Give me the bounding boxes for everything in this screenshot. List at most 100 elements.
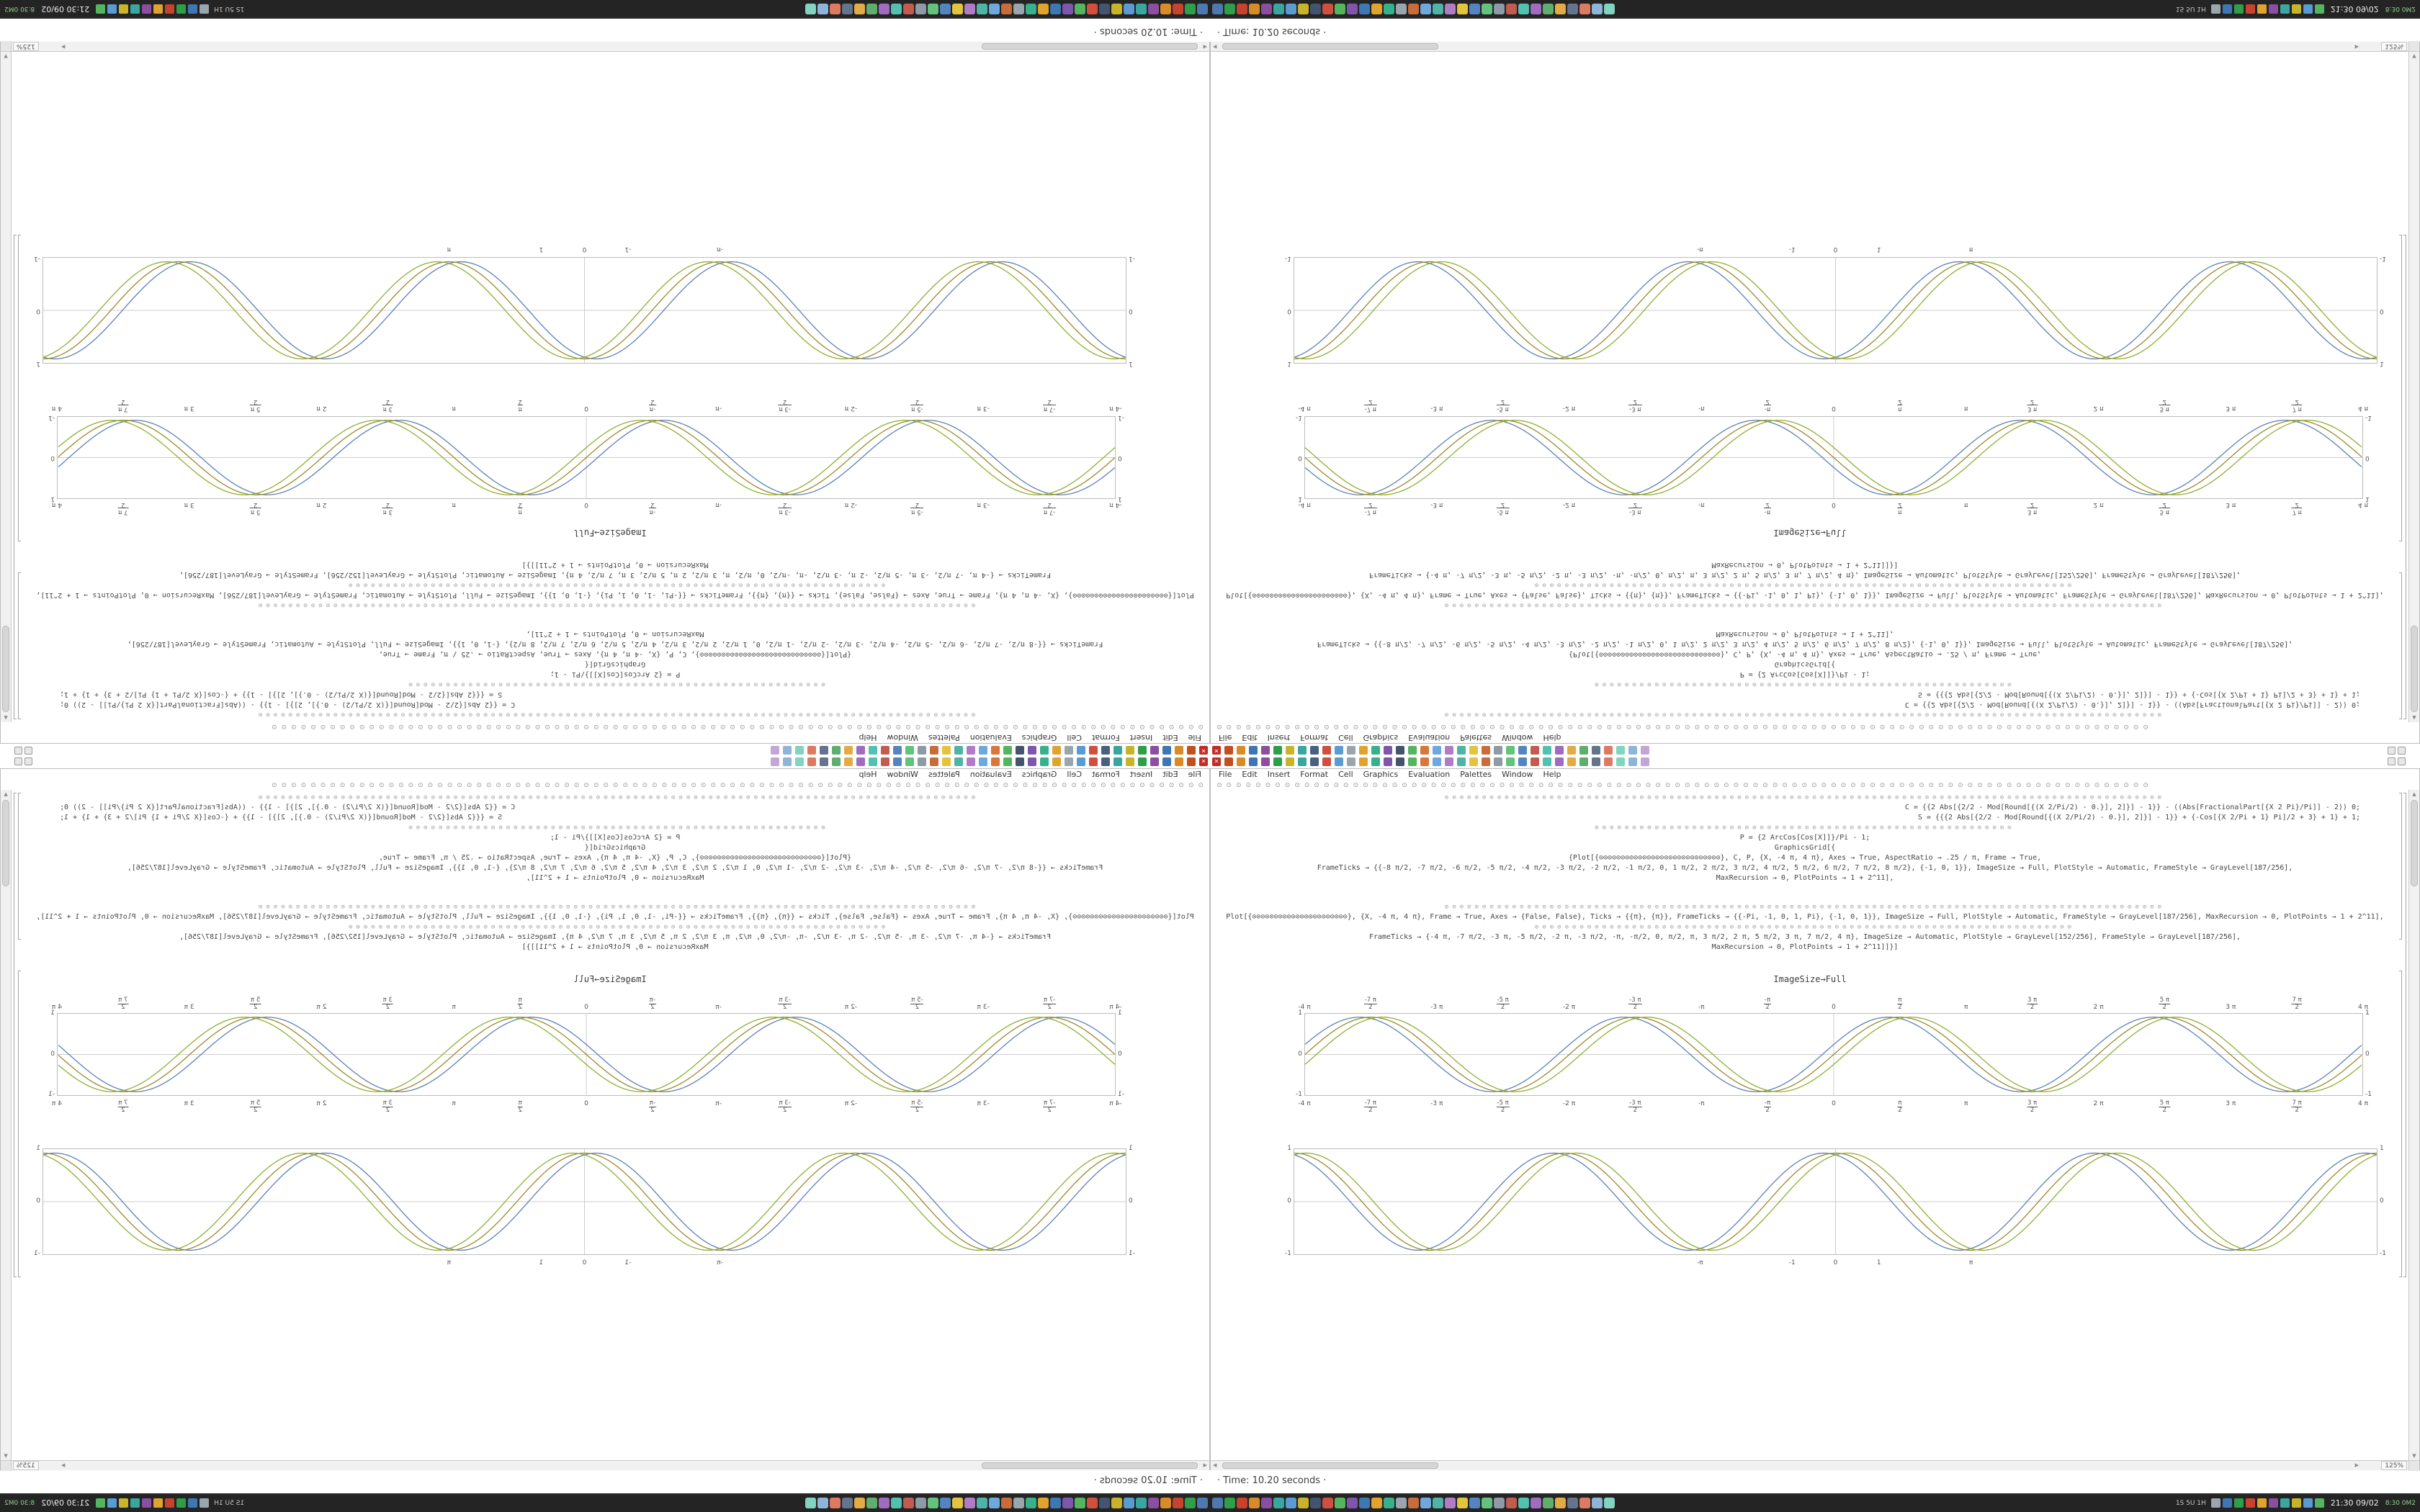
menu-item-help[interactable]: Help xyxy=(1543,770,1561,779)
menu-item-graphics[interactable]: Graphics xyxy=(1021,770,1057,779)
taskbar-app-icon[interactable] xyxy=(1224,1498,1235,1508)
vertical-scrollbar[interactable]: ▲ ▼ xyxy=(1,790,12,1460)
notebook-toolbar[interactable]: ⊙⊙⊙⊙⊙⊙⊙⊙⊙⊙⊙⊙⊙⊙⊙⊙⊙⊙⊙⊙⊙⊙⊙⊙⊙⊙⊙⊙⊙⊙⊙⊙⊙⊙⊙⊙⊙⊙⊙⊙… xyxy=(267,782,1204,789)
taskbar-app-icon[interactable] xyxy=(1371,4,1382,14)
taskbar-app-icon[interactable] xyxy=(1359,4,1370,14)
menu-item-help[interactable]: Help xyxy=(859,770,877,779)
panel-app-icon[interactable] xyxy=(1371,746,1380,755)
taskbar-app-icon[interactable] xyxy=(842,1498,853,1508)
tray-icon[interactable] xyxy=(2291,4,2301,14)
panel-app-icon[interactable] xyxy=(1384,746,1392,755)
panel-app-icon[interactable] xyxy=(1457,757,1466,766)
cell-bracket[interactable] xyxy=(2399,971,2402,1277)
panel-app-icon[interactable] xyxy=(1028,746,1036,755)
tray-icon[interactable] xyxy=(119,1498,129,1508)
panel-app-icon[interactable] xyxy=(930,757,938,766)
taskbar-app-icon[interactable] xyxy=(1555,1498,1566,1508)
menu-item-cell[interactable]: Cell xyxy=(1338,733,1353,742)
panel-app-icon[interactable] xyxy=(954,757,963,766)
panel-app-icon[interactable] xyxy=(1187,757,1196,766)
taskbar-app-icon[interactable] xyxy=(1050,1498,1061,1508)
panel-app-icon[interactable] xyxy=(1101,757,1110,766)
menu-item-format[interactable]: Format xyxy=(1300,733,1329,742)
taskbar-app-icon[interactable] xyxy=(940,1498,951,1508)
taskbar-app-icon[interactable] xyxy=(1160,1498,1171,1508)
tray-icon[interactable] xyxy=(153,1498,163,1508)
taskbar-app-icon[interactable] xyxy=(805,1498,816,1508)
taskbar-app-icon[interactable] xyxy=(1261,1498,1272,1508)
tray-icon[interactable] xyxy=(2257,4,2267,14)
panel-app-icon[interactable] xyxy=(1052,746,1061,755)
scroll-left-icon[interactable]: ◀ xyxy=(1203,1462,1207,1468)
taskbar-app-icon[interactable] xyxy=(1099,4,1110,14)
panel-app-icon[interactable] xyxy=(820,746,828,755)
cell-group-bracket[interactable] xyxy=(14,235,17,719)
panel-app-icon[interactable] xyxy=(1273,757,1282,766)
menu-item-file[interactable]: File xyxy=(1219,770,1232,779)
taskbar-app-icon[interactable] xyxy=(915,4,926,14)
panel-app-icon[interactable] xyxy=(1518,746,1527,755)
taskbar-app-icon[interactable] xyxy=(1249,4,1260,14)
taskbar-app-icon[interactable] xyxy=(842,4,853,14)
menu-item-cell[interactable]: Cell xyxy=(1067,733,1082,742)
vertical-scrollbar[interactable]: ▲ ▼ xyxy=(2408,790,2419,1460)
notebook-toolbar[interactable]: ⊙⊙⊙⊙⊙⊙⊙⊙⊙⊙⊙⊙⊙⊙⊙⊙⊙⊙⊙⊙⊙⊙⊙⊙⊙⊙⊙⊙⊙⊙⊙⊙⊙⊙⊙⊙⊙⊙⊙⊙… xyxy=(1216,782,2153,789)
magnification-indicator[interactable]: 125% xyxy=(2381,42,2407,51)
scroll-down-icon[interactable]: ▼ xyxy=(2412,53,2416,59)
taskbar-app-icon[interactable] xyxy=(1013,4,1024,14)
panel-app-icon[interactable] xyxy=(1506,746,1515,755)
taskbar-app-icon[interactable] xyxy=(1518,1498,1529,1508)
menu-item-edit[interactable]: Edit xyxy=(1162,770,1178,779)
panel-app-icon[interactable] xyxy=(1150,757,1159,766)
vertical-scrollbar[interactable]: ▲ ▼ xyxy=(1,52,12,722)
taskbar-app-icon[interactable] xyxy=(1408,1498,1419,1508)
window-minimize-button[interactable] xyxy=(2388,757,2396,765)
scroll-right-icon[interactable]: ▶ xyxy=(61,1462,66,1468)
taskbar-app-icon[interactable] xyxy=(1494,4,1505,14)
taskbar-app-icon[interactable] xyxy=(1445,1498,1456,1508)
panel-app-icon[interactable] xyxy=(1016,746,1024,755)
horizontal-scrollbar-thumb[interactable] xyxy=(1222,1462,1438,1469)
menu-item-evaluation[interactable]: Evaluation xyxy=(1408,770,1451,779)
taskbar-app-icon[interactable] xyxy=(952,4,963,14)
panel-app-icon[interactable] xyxy=(1249,746,1258,755)
tray-icon[interactable] xyxy=(2210,1498,2220,1508)
panel-app-icon[interactable] xyxy=(1040,746,1049,755)
tray-icon[interactable] xyxy=(2222,1498,2232,1508)
horizontal-scrollbar[interactable]: ◀ ▶ xyxy=(11,42,1209,52)
tray-icon[interactable] xyxy=(2268,4,2278,14)
taskbar-app-icon[interactable] xyxy=(817,1498,828,1508)
cell-bracket[interactable] xyxy=(2399,235,2402,541)
taskbar-app-icon[interactable] xyxy=(1592,4,1603,14)
taskbar-app-icon[interactable] xyxy=(866,4,877,14)
panel-app-icon[interactable] xyxy=(832,746,841,755)
taskbar-app-icon[interactable] xyxy=(1359,1498,1370,1508)
magnification-indicator[interactable]: 125% xyxy=(2381,1461,2407,1470)
taskbar-app-icon[interactable] xyxy=(1310,1498,1321,1508)
taskbar-app-icon[interactable] xyxy=(1111,4,1122,14)
menu-item-cell[interactable]: Cell xyxy=(1338,770,1353,779)
taskbar-app-icon[interactable] xyxy=(952,1498,963,1508)
taskbar-app-icon[interactable] xyxy=(1457,1498,1468,1508)
taskbar-app-icon[interactable] xyxy=(1197,1498,1208,1508)
taskbar-app-icon[interactable] xyxy=(1075,1498,1085,1508)
scroll-left-icon[interactable]: ◀ xyxy=(1213,44,1217,50)
taskbar-app-icon[interactable] xyxy=(1001,1498,1012,1508)
panel-app-icon[interactable] xyxy=(1322,746,1331,755)
taskbar-app-icon[interactable] xyxy=(1322,4,1333,14)
taskbar-app-icon[interactable] xyxy=(1433,4,1443,14)
panel-app-icon[interactable] xyxy=(1579,757,1588,766)
panel-app-icon[interactable] xyxy=(1335,757,1343,766)
taskbar-app-icon[interactable] xyxy=(1396,4,1407,14)
panel-app-icon[interactable] xyxy=(1579,746,1588,755)
taskbar-app-icon[interactable] xyxy=(1038,1498,1049,1508)
window-maximize-button[interactable] xyxy=(2398,757,2406,765)
taskbar-app-icon[interactable] xyxy=(1347,4,1358,14)
vertical-scrollbar[interactable]: ▲ ▼ xyxy=(2408,52,2419,722)
panel-app-icon[interactable] xyxy=(1065,757,1073,766)
taskbar-app-icon[interactable] xyxy=(1173,1498,1183,1508)
taskbar-app-icon[interactable] xyxy=(1237,4,1247,14)
taskbar-app-icon[interactable] xyxy=(1124,1498,1134,1508)
taskbar-clock[interactable]: 21:30 09/02 xyxy=(2330,4,2379,14)
window-minimize-button[interactable] xyxy=(2388,747,2396,755)
